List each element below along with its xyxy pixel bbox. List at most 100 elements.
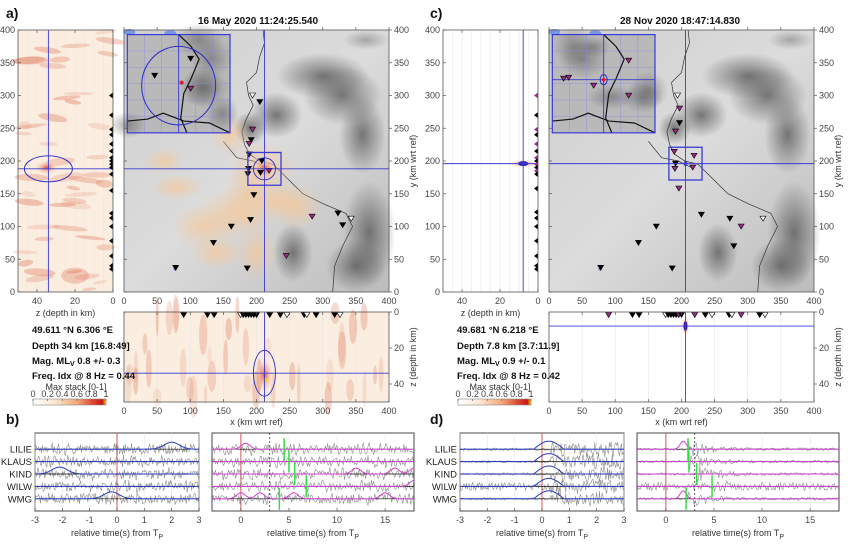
characteristic-function — [460, 477, 624, 487]
map-zoom-box — [247, 151, 282, 186]
stack-streak — [13, 56, 50, 65]
station-black — [668, 265, 676, 272]
lake-shape — [123, 28, 136, 35]
station-black — [597, 264, 605, 271]
map-y-axis-label: y (km wrt ref) — [408, 135, 418, 188]
y-tick-label: 100 — [0, 222, 15, 232]
colorbar-tick-label: 0.4 — [481, 389, 494, 399]
stack-streak — [64, 99, 82, 105]
station-magenta — [737, 223, 745, 230]
station-magenta — [675, 185, 683, 192]
x-tick-label: 150 — [641, 406, 656, 416]
inset-relief — [205, 96, 239, 132]
trace-x-axis-label: relative time(s) from TP — [692, 528, 784, 541]
stack-streak — [289, 361, 296, 391]
stack-streak — [348, 309, 357, 344]
station-marker — [109, 252, 113, 259]
stack-streak — [324, 382, 332, 416]
x-tick-label: 40 — [457, 296, 467, 306]
relief-dark-patch — [658, 111, 692, 145]
inset-epicenter — [179, 80, 184, 85]
stack-streak — [66, 269, 83, 274]
x-tick-label: 400 — [806, 406, 821, 416]
relief-dark-patch — [326, 239, 386, 292]
magnitude-text-c: Mag. MLV 0.9 +/- 0.1 — [457, 356, 546, 368]
mag-sub-c: V — [495, 361, 500, 368]
x-tick-label: 100 — [608, 296, 623, 306]
waveform-trace — [211, 441, 415, 457]
station-marker — [701, 312, 709, 319]
station-marker — [534, 252, 538, 259]
stack-streak — [225, 317, 232, 341]
stack-streak — [63, 92, 94, 96]
depth-x-section: 0 50 100 150 200 250 300 350 400 0 20 40 x (km wrt r… — [546, 307, 843, 427]
inset-relief — [173, 22, 225, 57]
x-tick-label: 150 — [216, 296, 231, 306]
stack-peak — [34, 160, 59, 175]
stack-streak — [86, 154, 109, 160]
x-tick-label: 5 — [711, 515, 716, 525]
station-marker — [180, 312, 188, 319]
depth-x-y-axis-label: z (depth in km) — [408, 327, 418, 387]
border-line — [648, 141, 692, 168]
y-tick-label: 50 — [394, 254, 404, 264]
y-tick-label: 0 — [819, 287, 824, 297]
station-marker — [534, 148, 538, 155]
panel-letter-a: a) — [6, 5, 18, 21]
characteristic-function — [460, 490, 624, 500]
station-black — [256, 169, 265, 176]
stack-streak — [18, 259, 34, 267]
x-tick-label: 0 — [121, 296, 126, 306]
inset-border — [178, 34, 200, 134]
waveform-trace — [211, 455, 415, 469]
coords-text-c: 49.681 °N 6.218 °E — [457, 325, 539, 336]
station-marker — [534, 92, 538, 99]
inset-border — [603, 34, 625, 134]
x-tick-label: 100 — [608, 406, 623, 416]
station-black — [730, 243, 738, 250]
stack-streak — [96, 244, 115, 251]
x-tick-label: 200 — [249, 296, 264, 306]
stack-streak — [14, 174, 50, 182]
stack-streak — [34, 46, 62, 54]
stack-streak — [360, 303, 368, 331]
stack-streak — [172, 294, 180, 334]
panel-letter-c: c) — [430, 5, 442, 21]
axis-label-subscript: P — [583, 534, 588, 541]
depth-y-uncertainty-ellipse — [23, 155, 73, 183]
x-tick-label: 350 — [773, 406, 788, 416]
depth-text-a: Depth 34 km [16.8:49] — [32, 341, 130, 352]
station-marker — [109, 140, 113, 147]
station-marker — [109, 164, 113, 171]
map-uncertainty-ellipse — [253, 157, 276, 181]
station-marker — [303, 312, 311, 319]
stack-streak — [207, 346, 212, 365]
y-tick-label: 20 — [819, 343, 829, 353]
x-tick-label: 0 — [535, 296, 540, 306]
stack-streak — [142, 333, 148, 355]
y-tick-label: 150 — [819, 189, 834, 199]
waveform-trace — [34, 454, 200, 469]
stack-streak — [13, 123, 48, 130]
stack-streak — [296, 363, 301, 406]
stack-streak — [124, 366, 132, 404]
axis-label-main: relative time(s) from T — [692, 528, 780, 538]
station-marker — [109, 92, 113, 99]
depth-x-uncertainty-ellipse — [253, 349, 276, 397]
stack-streak — [87, 122, 111, 130]
stack-streak — [326, 358, 334, 392]
characteristic-function — [212, 467, 415, 475]
station-black — [172, 264, 180, 271]
x-tick-label: 3 — [196, 515, 201, 525]
stack-streak — [74, 273, 100, 280]
waveform-trace — [34, 467, 200, 481]
station-open — [759, 215, 767, 222]
mag-value-c: 0.9 +/- 0.1 — [500, 356, 546, 367]
inset-station — [625, 92, 633, 99]
station-markers — [172, 92, 355, 272]
stack-streak — [242, 328, 249, 366]
station-marker — [635, 312, 643, 319]
relief-dark-patch — [764, 95, 811, 175]
station-marker — [728, 312, 736, 319]
